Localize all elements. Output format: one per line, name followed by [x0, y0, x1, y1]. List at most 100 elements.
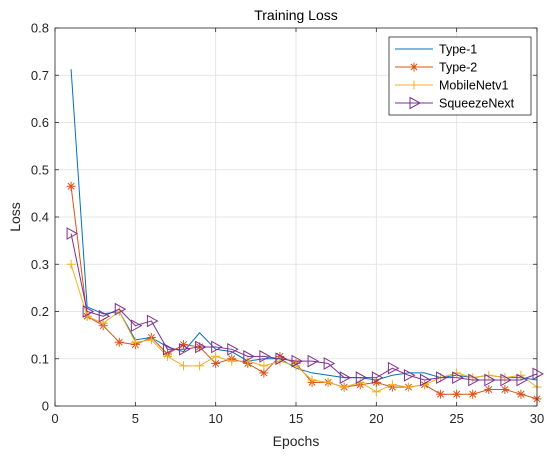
data-point: [162, 351, 172, 361]
data-point: [195, 361, 205, 371]
data-point: [403, 368, 416, 382]
data-point: [516, 389, 526, 399]
data-point: [468, 389, 478, 399]
data-point: [146, 335, 156, 345]
legend-item: Type-1: [395, 43, 477, 57]
data-point: [468, 373, 478, 383]
y-tick-label: 0.2: [31, 304, 49, 319]
data-point: [371, 371, 384, 384]
data-point: [339, 371, 352, 384]
data-point: [484, 373, 496, 387]
y-tick-label: 0.8: [31, 21, 49, 36]
legend-marker: [409, 96, 422, 110]
data-point: [114, 307, 124, 316]
data-point: [243, 350, 255, 363]
series-line: [70, 233, 538, 381]
data-point: [500, 373, 512, 387]
data-point: [307, 354, 320, 368]
x-tick-label: 5: [132, 411, 139, 426]
data-point: [146, 314, 159, 328]
y-tick-label: 0.5: [31, 162, 49, 177]
data-point: [179, 361, 189, 371]
data-point: [307, 375, 317, 385]
data-point: [66, 227, 79, 240]
legend-marker: [409, 62, 419, 72]
data-point: [403, 382, 413, 392]
x-tick-label: 25: [449, 411, 463, 426]
data-point: [355, 371, 368, 384]
x-tick-label: 0: [51, 411, 58, 426]
data-point: [323, 377, 333, 387]
x-tick-label: 10: [208, 411, 222, 426]
data-point: [195, 340, 207, 354]
legend-box: [388, 36, 532, 116]
x-tick-label: 20: [369, 411, 383, 426]
data-point: [275, 356, 285, 366]
legend-label: SqueezeNext: [439, 97, 515, 111]
legend-item: MobileNetv1: [395, 79, 509, 93]
data-point: [452, 389, 462, 399]
data-point: [468, 373, 480, 387]
data-point: [259, 361, 269, 371]
legend-label: Type-1: [439, 43, 477, 57]
data-point: [114, 337, 124, 347]
y-tick-label: 0: [42, 399, 49, 414]
data-point: [500, 384, 510, 394]
data-point: [452, 371, 464, 384]
data-point: [500, 373, 510, 383]
data-point: [70, 68, 72, 70]
data-point: [82, 305, 95, 318]
data-point: [179, 342, 191, 356]
x-axis-label: Epochs: [273, 433, 320, 449]
data-point: [436, 371, 448, 384]
data-point: [391, 374, 393, 376]
data-point: [516, 373, 528, 387]
data-point: [387, 380, 397, 390]
y-tick-label: 0.6: [31, 115, 49, 130]
legend-label: Type-2: [439, 61, 477, 75]
data-point: [371, 387, 381, 397]
data-point: [420, 373, 432, 387]
legend-label: MobileNetv1: [439, 79, 509, 93]
data-point: [98, 309, 111, 323]
legend-item: Type-2: [395, 61, 477, 75]
data-point: [130, 337, 140, 347]
data-point: [211, 340, 223, 354]
legend-item: SqueezeNext: [395, 97, 515, 111]
data-point: [291, 354, 304, 368]
data-point: [66, 259, 76, 269]
data-point: [387, 361, 400, 375]
data-point: [66, 181, 76, 191]
series-squeezenext: [66, 227, 545, 387]
data-point: [275, 352, 287, 366]
data-point: [211, 351, 221, 361]
legend: Type-1 Type-2 MobileNetv1 SqueezeNext: [388, 36, 532, 116]
data-point: [162, 342, 175, 356]
y-tick-label: 0.4: [31, 210, 49, 225]
y-tick-label: 0.3: [31, 257, 49, 272]
data-point: [227, 342, 239, 356]
data-point: [484, 384, 494, 394]
data-point: [423, 372, 425, 374]
data-point: [532, 367, 545, 381]
data-point: [198, 332, 200, 334]
data-point: [436, 389, 446, 399]
axis-ticks: 0 5 10 15 20 25 30 0 0.1 0.2 0.3 0.4 0.5 0.6 0.7 0.8: [31, 21, 544, 427]
data-point: [259, 350, 271, 363]
x-tick-label: 15: [289, 411, 303, 426]
data-point: [323, 357, 336, 370]
data-point: [130, 319, 143, 333]
y-tick-label: 0.7: [31, 68, 49, 83]
series-layer: [66, 68, 545, 404]
x-tick-label: 30: [530, 411, 544, 426]
chart-title: Training Loss: [254, 7, 338, 23]
data-point: [311, 372, 313, 374]
data-point: [339, 382, 349, 392]
data-point: [98, 318, 108, 328]
data-point: [114, 302, 127, 316]
series-mobilenetv1: [66, 259, 542, 397]
y-tick-label: 0.1: [31, 351, 49, 366]
legend-marker: [409, 80, 419, 90]
data-point: [227, 356, 237, 366]
